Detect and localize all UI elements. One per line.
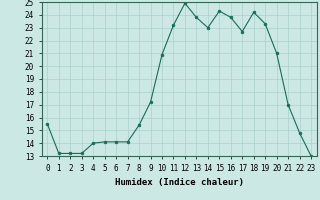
X-axis label: Humidex (Indice chaleur): Humidex (Indice chaleur) (115, 178, 244, 187)
